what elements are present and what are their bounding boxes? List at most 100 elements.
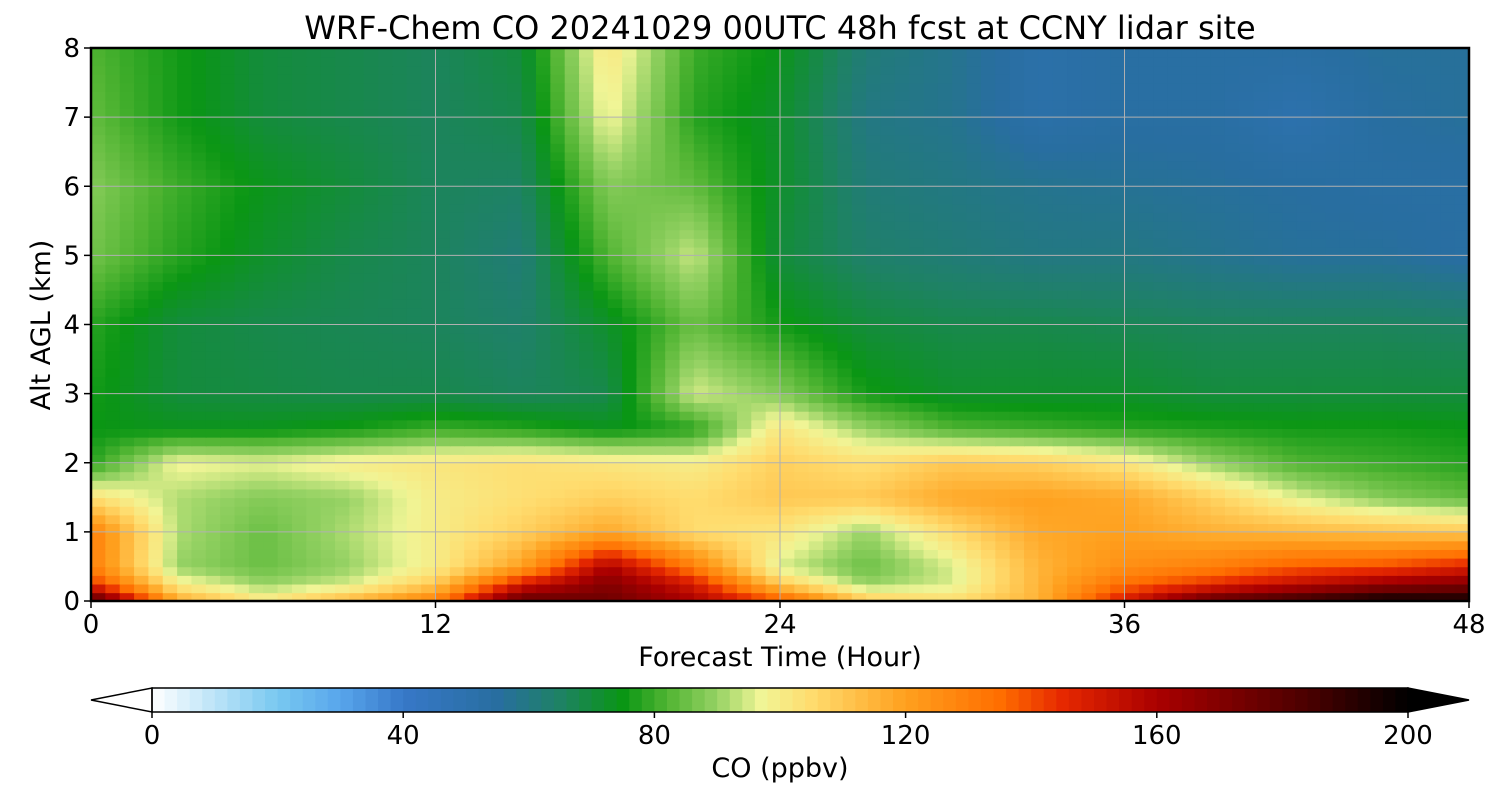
heatmap-cell — [335, 523, 351, 533]
heatmap-cell — [937, 289, 954, 300]
heatmap-cell — [622, 480, 638, 490]
heatmap-cell — [492, 289, 509, 300]
heatmap-cell — [177, 436, 193, 447]
heatmap-cell — [320, 186, 336, 196]
heatmap-cell — [392, 462, 408, 473]
heatmap-cell — [162, 523, 178, 533]
heatmap-cell — [1095, 592, 1111, 601]
heatmap-cell — [521, 264, 537, 274]
heatmap-cell — [980, 333, 997, 343]
heatmap-cell — [392, 549, 408, 559]
heatmap-cell — [220, 410, 236, 421]
heatmap-cell — [335, 384, 351, 395]
heatmap-cell — [1253, 289, 1269, 300]
heatmap-cell — [1110, 549, 1126, 559]
heatmap-cell — [406, 523, 422, 533]
heatmap-cell — [1095, 333, 1111, 343]
heatmap-cell — [1210, 212, 1226, 222]
heatmap-cell — [435, 350, 451, 360]
heatmap-cell — [320, 497, 336, 507]
heatmap-cell — [980, 272, 997, 283]
heatmap-cell — [1382, 497, 1399, 507]
heatmap-cell — [866, 393, 882, 404]
heatmap-cell — [1124, 419, 1140, 429]
heatmap-cell — [765, 272, 781, 283]
heatmap-cell — [291, 168, 308, 179]
heatmap-cell — [349, 333, 365, 343]
heatmap-cell — [191, 428, 207, 438]
heatmap-cell — [823, 428, 839, 438]
heatmap-cell — [1095, 350, 1111, 360]
heatmap-cell — [1210, 393, 1226, 404]
heatmap-cell — [1425, 315, 1442, 326]
heatmap-cell — [708, 238, 724, 248]
heatmap-cell — [392, 281, 408, 291]
heatmap-cell — [378, 246, 394, 257]
heatmap-cell — [119, 350, 135, 360]
heatmap-cell — [449, 333, 465, 343]
heatmap-cell — [980, 177, 997, 188]
heatmap-cell — [693, 419, 710, 429]
heatmap-cell — [966, 220, 982, 231]
heatmap-cell — [866, 488, 882, 499]
heatmap-cell — [291, 229, 308, 239]
heatmap-cell — [507, 393, 523, 404]
heatmap-cell — [392, 333, 408, 343]
heatmap-cell — [1167, 333, 1183, 343]
heatmap-cell — [392, 384, 408, 395]
heatmap-cell — [780, 264, 796, 274]
heatmap-cell — [1181, 549, 1198, 559]
heatmap-cell — [105, 575, 121, 585]
heatmap-cell — [909, 264, 925, 274]
heatmap-cell — [593, 168, 609, 179]
heatmap-cell — [708, 575, 724, 585]
heatmap-cell — [478, 307, 494, 317]
heatmap-cell — [894, 480, 910, 490]
heatmap-cell — [1296, 359, 1312, 369]
heatmap-cell — [866, 583, 882, 594]
heatmap-cell — [1110, 523, 1126, 533]
heatmap-cell — [162, 177, 178, 188]
heatmap-cell — [421, 220, 437, 231]
heatmap-cell — [1009, 583, 1025, 594]
heatmap-cell — [693, 583, 710, 594]
heatmap-cell — [1052, 523, 1068, 533]
heatmap-cell — [1110, 531, 1126, 542]
heatmap-cell — [535, 566, 552, 576]
heatmap-cell — [320, 220, 336, 231]
heatmap-cell — [1282, 402, 1298, 412]
heatmap-cell — [378, 583, 394, 594]
heatmap-cell — [220, 281, 236, 291]
heatmap-cell — [134, 229, 150, 239]
heatmap-cell — [363, 212, 379, 222]
heatmap-cell — [780, 359, 796, 369]
heatmap-cell — [105, 419, 121, 429]
heatmap-cell — [1224, 177, 1241, 188]
heatmap-cell — [736, 462, 753, 473]
heatmap-cell — [1153, 194, 1169, 205]
heatmap-cell — [736, 229, 753, 239]
heatmap-cell — [1282, 212, 1298, 222]
heatmap-cell — [1210, 333, 1226, 343]
heatmap-cell — [349, 393, 365, 404]
heatmap-cell — [421, 333, 437, 343]
heatmap-cell — [751, 298, 767, 309]
heatmap-cell — [1024, 298, 1040, 309]
heatmap-cell — [406, 393, 422, 404]
heatmap-cell — [1268, 549, 1284, 559]
heatmap-cell — [134, 220, 150, 231]
heatmap-cell — [392, 436, 408, 447]
heatmap-cell — [866, 428, 882, 438]
heatmap-cell — [765, 367, 781, 378]
heatmap-cell — [1440, 315, 1456, 326]
heatmap-cell — [1153, 523, 1169, 533]
heatmap-cell — [507, 436, 523, 447]
heatmap-cell — [191, 298, 207, 309]
heatmap-cell — [1425, 575, 1442, 585]
heatmap-cell — [550, 238, 566, 248]
heatmap-cell — [909, 289, 925, 300]
heatmap-cell — [1239, 350, 1255, 360]
heatmap-cell — [665, 220, 681, 231]
heatmap-cell — [1110, 212, 1126, 222]
heatmap-cell — [162, 203, 178, 213]
